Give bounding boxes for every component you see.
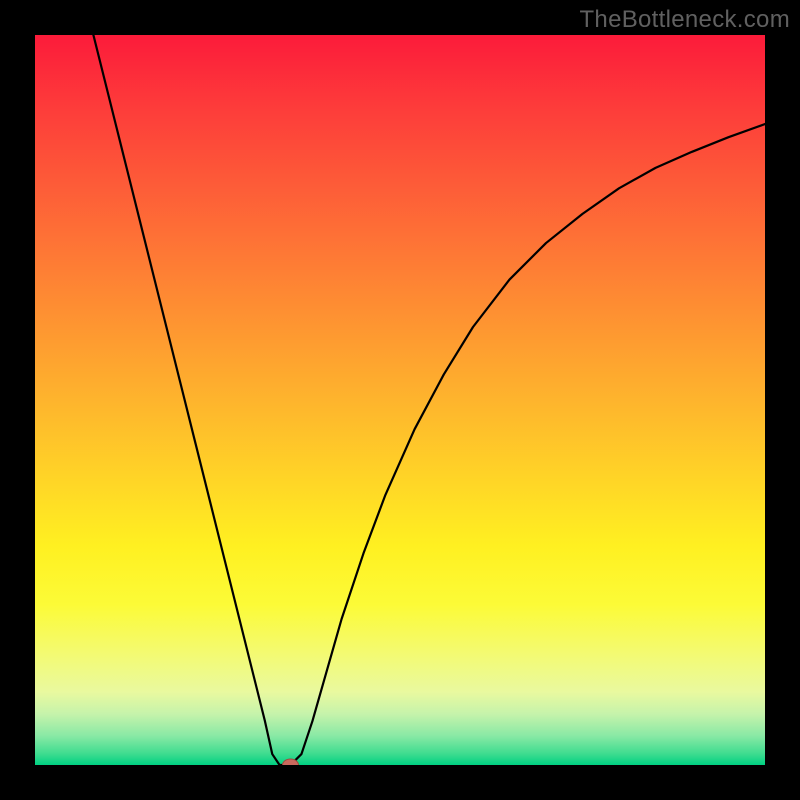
gradient-background: [35, 35, 765, 765]
chart-svg: [35, 35, 765, 765]
chart-container: TheBottleneck.com: [0, 0, 800, 800]
plot-area: [35, 35, 765, 765]
watermark-text: TheBottleneck.com: [579, 6, 790, 34]
